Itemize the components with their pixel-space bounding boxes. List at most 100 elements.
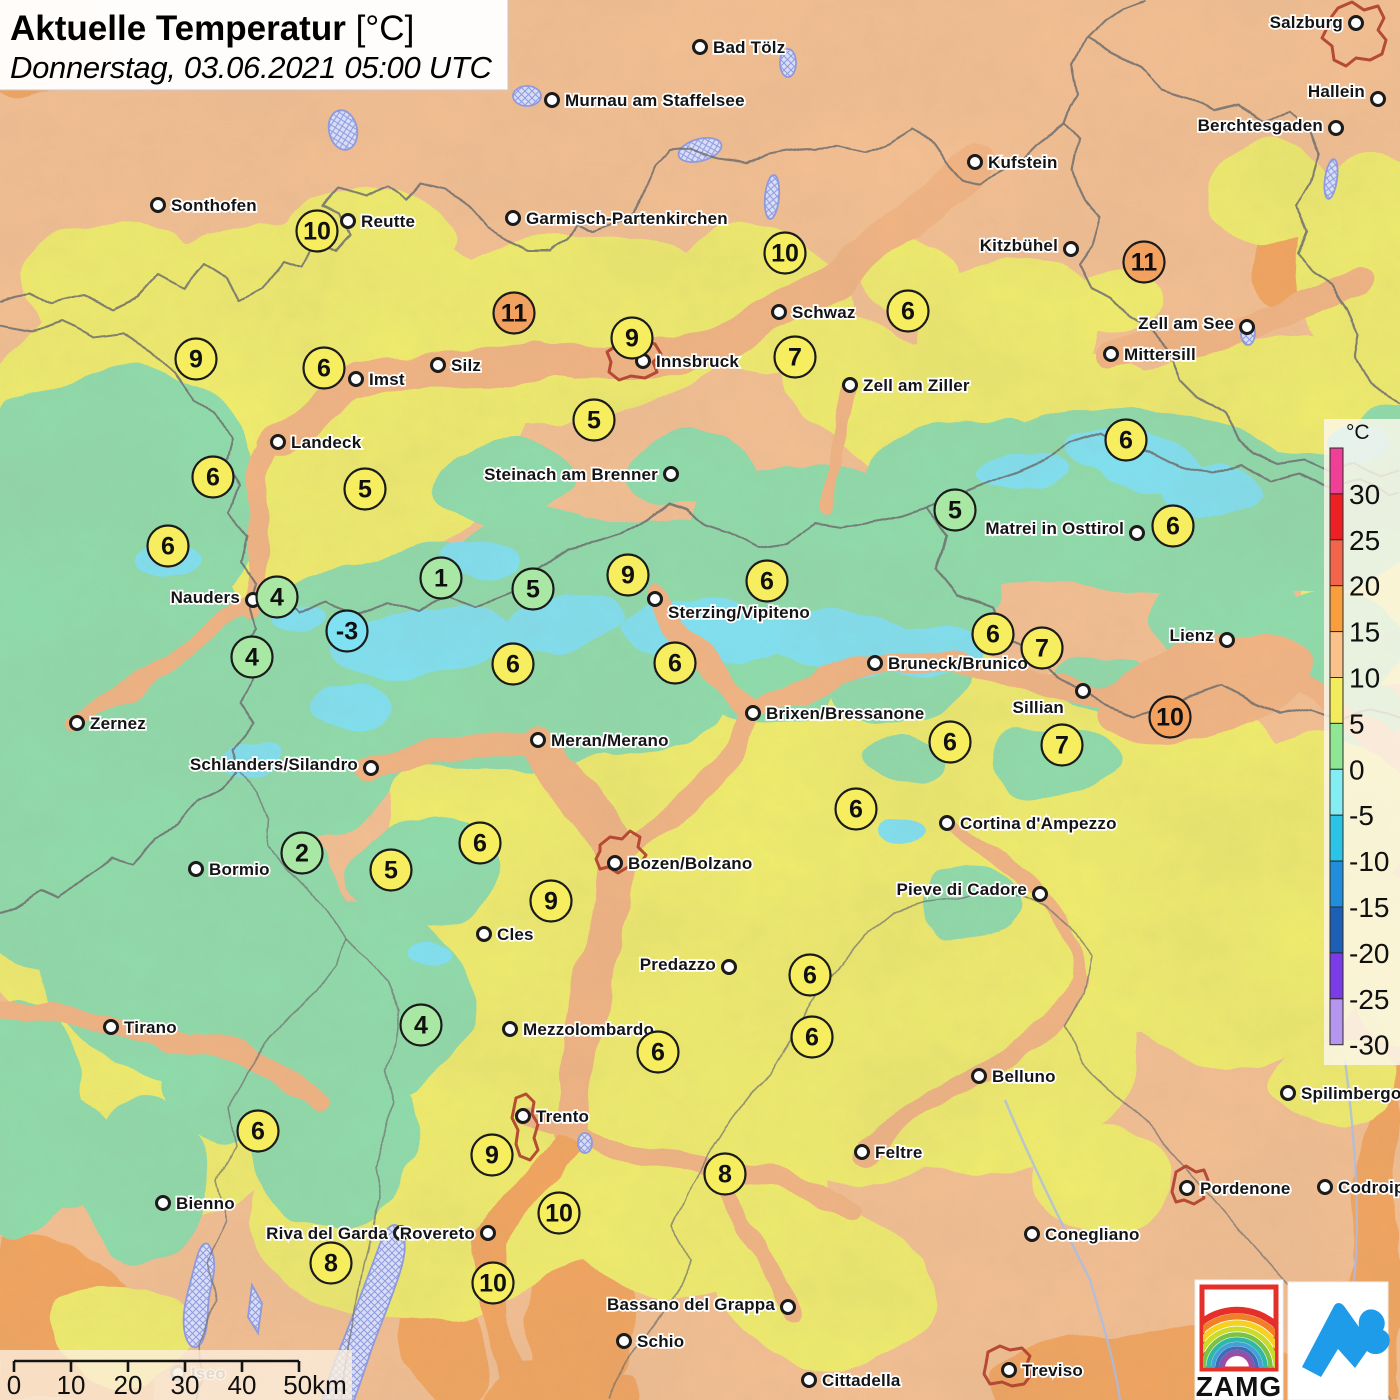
station-circle [280,831,324,875]
legend-tick-label: -10 [1349,846,1389,877]
station-marker: 5 [511,567,555,611]
city-label: Treviso [1022,1361,1083,1380]
station-marker: 10 [763,231,807,275]
legend-color-step [1329,677,1344,724]
station-circle [745,559,789,603]
city-marker: Schlanders/Silandro [188,753,379,776]
city-dot [1219,632,1235,648]
city-dot [150,197,166,213]
city-label: Sterzing/Vipiteno [668,603,810,622]
legend-color-step [1329,722,1344,770]
city-label: Schio [637,1332,684,1351]
scalebar-label: 40 [228,1370,257,1400]
city-label: Lienz [1170,626,1214,645]
city-label: Rovereto [400,1224,475,1243]
lake-achensee [763,174,781,220]
city-dot [771,304,787,320]
city-dot [616,1333,632,1349]
city-label: Sillian [1013,698,1064,717]
station-marker: 4 [230,635,274,679]
station-marker: 9 [174,337,218,381]
station-circle [834,787,878,831]
city-label: Berchtesgaden [1198,116,1323,135]
station-value: 6 [251,1118,265,1146]
legend-tick-label: -25 [1349,984,1389,1015]
station-marker: 6 [745,559,789,603]
station-marker: 6 [788,953,832,997]
city-marker: Brixen/Bressanone [745,702,926,725]
station-value: 9 [544,888,558,916]
station-value: 4 [414,1012,428,1040]
river-piave [1003,1099,1122,1400]
city-outline-treviso [982,1344,1034,1388]
station-value: 11 [1131,249,1158,277]
city-label: Sonthofen [171,196,257,215]
lake-iseo [182,1242,216,1349]
legend-tick-label: -30 [1349,1030,1389,1061]
city-label: Bienno [176,1194,235,1213]
station-value: 4 [270,584,284,612]
city-label: Matrei in Osttirol [985,519,1124,538]
city-marker: Garmisch-Partenkirchen [505,207,729,230]
city-dot [745,705,761,721]
city-label: Cortina d'Ampezzo [960,814,1117,833]
map-title: Aktuelle Temperatur [°C] [10,9,414,48]
station-marker: 11 [1122,240,1166,284]
station-value: 7 [1055,732,1069,760]
city-dot [340,213,356,229]
city-dot [1370,91,1386,107]
station-marker: 7 [1020,626,1064,670]
station-marker: 11 [492,291,536,335]
city-layer: Salzburg Bad Tölz Murnau am Staffelsee Hall… [69,11,1400,1392]
station-marker: 6 [834,787,878,831]
city-outline-pordenone [1170,1164,1210,1206]
station-marker: 7 [1040,723,1084,767]
station-value: 6 [803,962,817,990]
legend-colorbar: 30 25 20 15 10 5 0 -5 -10 -15 -20 -25 -30 [1329,447,1389,1061]
legend-color-step [1329,631,1344,678]
zamg-rainbow-arc [1206,1337,1268,1368]
station-marker: 4 [399,1003,443,1047]
station-marker: 10 [537,1191,581,1235]
city-label: Zernez [90,714,146,733]
city-marker: Codroipo [1317,1176,1400,1199]
station-marker: 1 [419,556,463,600]
city-dot [270,434,286,450]
city-marker: Predazzo [638,953,737,976]
lake-idro [247,1282,263,1336]
city-label: Garmisch-Partenkirchen [526,209,728,228]
city-dot [967,154,983,170]
zamg-rainbow-arc [1211,1342,1263,1368]
city-marker: Tirano [103,1016,178,1039]
city-marker: Cles [476,923,535,946]
station-value: 5 [358,476,372,504]
station-value: 5 [526,576,540,604]
city-marker: Zernez [69,712,148,735]
city-dot [1239,319,1255,335]
scalebar-label: 20 [114,1370,143,1400]
station-circle [325,609,369,653]
station-value: 6 [943,729,957,757]
city-dot [363,760,379,776]
map-subtitle: Donnerstag, 03.06.2021 05:00 UTC [10,50,492,85]
scalebar-label: 0 [7,1370,21,1400]
city-dot [476,926,492,942]
city-marker: Zell am See [1137,312,1255,335]
scalebar-panel [0,1350,352,1400]
legend-color-step [1329,585,1344,633]
legend-tick-label: 10 [1349,663,1380,694]
station-value: 11 [501,300,528,328]
title-box: Aktuelle Temperatur [°C] Donnerstag, 03.… [0,0,509,91]
legend-tick-label: 5 [1349,708,1365,739]
zamg-rainbow-arc [1203,1306,1275,1329]
city-label: Imst [369,370,405,389]
city-marker: Mittersill [1103,343,1197,366]
city-marker: Meran/Merano [530,729,670,752]
city-label: Kitzbühel [980,236,1058,255]
station-marker: 6 [458,821,502,865]
city-dot [69,715,85,731]
station-circle [302,346,346,390]
legend-color-step [1329,768,1344,816]
city-label: Tirano [124,1018,177,1037]
